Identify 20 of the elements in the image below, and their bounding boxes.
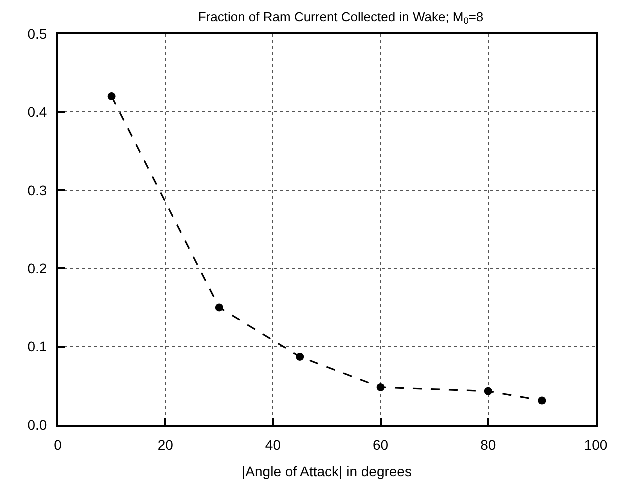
x-tick-label: 40 bbox=[265, 436, 282, 453]
point bbox=[296, 352, 304, 361]
y-tick-label: 0.3 bbox=[28, 182, 48, 198]
x-tick-label: 100 bbox=[584, 436, 608, 453]
point bbox=[538, 396, 546, 405]
y-tick-label: 0.2 bbox=[28, 260, 48, 276]
x-tick-label: 80 bbox=[480, 436, 496, 453]
y-tick-label: 0.5 bbox=[28, 26, 48, 42]
chart-title: Fraction of Ram Current Collected in Wake; M$_{0}$=8 bbox=[198, 9, 484, 26]
point bbox=[376, 383, 385, 392]
y-tick-label: 0.1 bbox=[28, 338, 48, 355]
point bbox=[484, 387, 492, 396]
x-axis-title: |Angle of Attack| in degrees bbox=[242, 464, 412, 480]
x-tick-label: 60 bbox=[373, 436, 389, 453]
y-tick-label: 0.4 bbox=[28, 104, 48, 120]
x-tick-label: 0 bbox=[54, 436, 62, 453]
point bbox=[215, 304, 224, 312]
y-tick-label: 0.0 bbox=[28, 416, 48, 433]
x-tick-label: 20 bbox=[158, 436, 174, 453]
point bbox=[108, 92, 116, 101]
